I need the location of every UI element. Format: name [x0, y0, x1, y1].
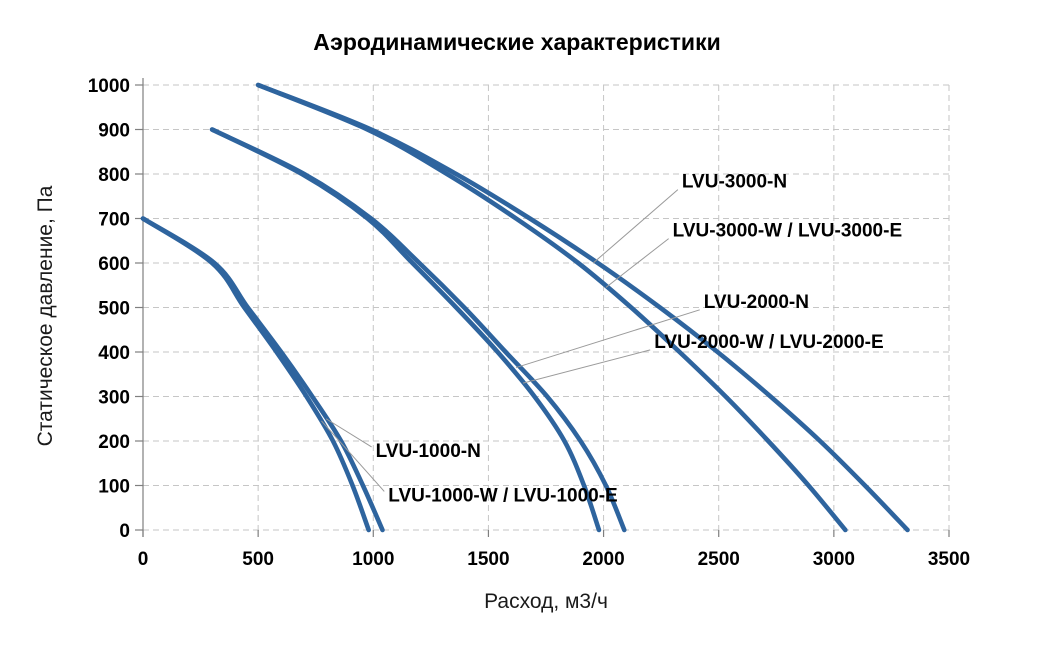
- y-tick-label: 800: [98, 165, 130, 186]
- x-tick-labels: 0 500 1000 1500 2000 2500 3000 3500: [138, 549, 970, 570]
- y-tick-label: 600: [98, 254, 130, 275]
- y-tick-label: 0: [119, 521, 130, 542]
- annotation-label: LVU-1000-N: [376, 441, 481, 462]
- x-tick-label: 1000: [352, 549, 394, 570]
- x-tick-label: 2000: [582, 549, 624, 570]
- fan-curve: [209, 127, 627, 533]
- annotation-leader: [321, 420, 385, 492]
- y-tick-label: 200: [98, 432, 130, 453]
- annotation-label: LVU-2000-N: [704, 292, 809, 313]
- fan-curve: [255, 82, 910, 533]
- x-tick-label: 0: [138, 549, 149, 570]
- annotation-leader: [325, 418, 372, 448]
- y-tick-label: 400: [98, 343, 130, 364]
- annotation-label: LVU-1000-W / LVU-1000-E: [388, 485, 617, 506]
- annotation-leader: [592, 189, 679, 264]
- y-axis-title: Статическое давление, Па: [34, 185, 57, 446]
- fan-curve: [140, 216, 385, 533]
- axes-and-ticks: [135, 78, 950, 537]
- annotation-leaders: [321, 189, 700, 492]
- y-tick-label: 700: [98, 210, 130, 231]
- x-tick-label: 3000: [813, 549, 855, 570]
- chart-title: Аэродинамические характеристики: [313, 29, 720, 55]
- y-tick-label: 900: [98, 121, 130, 142]
- fan-curve: [209, 127, 602, 533]
- annotation-label: LVU-3000-W / LVU-3000-E: [673, 221, 902, 242]
- annotation-leader: [605, 238, 669, 288]
- x-tick-label: 3500: [928, 549, 970, 570]
- x-tick-label: 2500: [698, 549, 740, 570]
- annotation-labels: LVU-3000-N LVU-3000-W / LVU-3000-E LVU-200…: [376, 172, 903, 507]
- y-tick-label: 1000: [88, 76, 130, 97]
- y-tick-label: 300: [98, 388, 130, 409]
- annotation-leader: [522, 349, 651, 384]
- annotation-leader: [515, 309, 700, 369]
- x-axis-title: Расход, м3/ч: [484, 590, 608, 613]
- fan-curves: [140, 82, 910, 533]
- y-tick-label: 100: [98, 477, 130, 498]
- y-tick-label: 500: [98, 299, 130, 320]
- x-tick-label: 500: [242, 549, 274, 570]
- annotation-label: LVU-2000-W / LVU-2000-E: [654, 332, 883, 353]
- fan-curve: [140, 216, 371, 533]
- fan-curve: [255, 82, 848, 533]
- y-tick-labels: 0 100 200 300 400 500 600 700 800 900 1000: [88, 76, 130, 542]
- x-tick-label: 1500: [467, 549, 509, 570]
- annotation-label: LVU-3000-N: [682, 172, 787, 193]
